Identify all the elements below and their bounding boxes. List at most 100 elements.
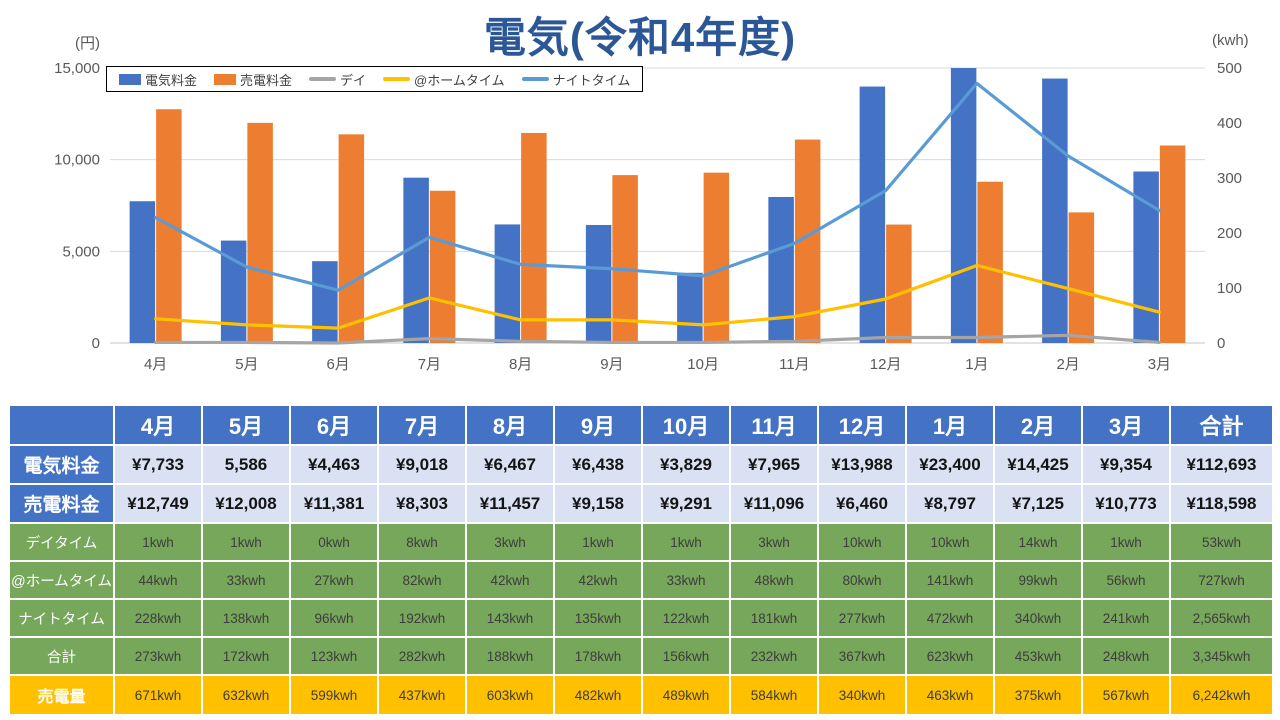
row-label: ナイトタイム <box>10 600 113 636</box>
table-row: 電気料金 ¥7,733 5,586 ¥4,463 ¥9,018 ¥6,467 ¥6,438 ¥… <box>10 446 1272 483</box>
bar-売電料金 <box>1159 145 1186 343</box>
bar-売電料金 <box>612 175 638 343</box>
left-axis-tick: 15,000 <box>54 60 100 77</box>
x-axis-label: 8月 <box>509 356 532 373</box>
left-axis-unit-label: (円) <box>75 35 100 52</box>
bar-電気料金 <box>950 68 977 343</box>
x-axis-label: 11月 <box>779 356 810 373</box>
table-cell: 489kwh <box>643 676 729 714</box>
bar-電気料金 <box>677 272 703 343</box>
table-cell: 96kwh <box>291 600 377 636</box>
table-cell: 44kwh <box>115 562 201 598</box>
table-cell: 122kwh <box>643 600 729 636</box>
bar-売電料金 <box>703 172 730 343</box>
table-header-row: 4月 5月 6月 7月 8月 9月 10月 11月 12月 1月 2月 3月 合計 <box>10 406 1272 444</box>
column-header: 12月 <box>819 406 905 444</box>
table-cell: 5,586 <box>203 446 289 483</box>
table-cell: ¥10,773 <box>1083 485 1169 522</box>
column-header: 5月 <box>203 406 289 444</box>
row-label: 電気料金 <box>10 446 113 483</box>
table-cell: 141kwh <box>907 562 993 598</box>
column-header: 合計 <box>1171 406 1272 444</box>
column-header: 3月 <box>1083 406 1169 444</box>
x-axis-label: 9月 <box>600 356 623 373</box>
bar-売電料金 <box>1068 212 1095 343</box>
x-axis-label: 4月 <box>144 356 167 373</box>
table-cell: ¥11,381 <box>291 485 377 522</box>
right-axis-tick: 400 <box>1217 115 1242 132</box>
table-row: 売電料金 ¥12,749 ¥12,008 ¥11,381 ¥8,303 ¥11,457 ¥9… <box>10 485 1272 522</box>
table-cell: ¥9,018 <box>379 446 465 483</box>
table-cell: ¥3,829 <box>643 446 729 483</box>
table-cell: ¥7,733 <box>115 446 201 483</box>
table-cell: 8kwh <box>379 524 465 560</box>
table-cell: 472kwh <box>907 600 993 636</box>
column-header: 6月 <box>291 406 377 444</box>
legend-item-デイ: デイ <box>309 70 366 89</box>
table-cell: 80kwh <box>819 562 905 598</box>
legend-bar-swatch-icon <box>119 73 141 85</box>
legend-item-電気料金: 電気料金 <box>119 70 197 89</box>
table-cell: 567kwh <box>1083 676 1169 714</box>
table-cell: 181kwh <box>731 600 817 636</box>
bar-電気料金 <box>768 196 794 343</box>
table-cell: ¥7,965 <box>731 446 817 483</box>
table-cell: 33kwh <box>203 562 289 598</box>
table-cell: 482kwh <box>555 676 641 714</box>
table-row: @ホームタイム 44kwh 33kwh 27kwh 82kwh 42kwh 42kwh 33k… <box>10 562 1272 598</box>
right-axis-tick: 0 <box>1217 335 1225 352</box>
table-cell: 135kwh <box>555 600 641 636</box>
left-axis-tick: 5,000 <box>62 243 100 260</box>
table-cell: ¥9,354 <box>1083 446 1169 483</box>
right-axis-tick: 500 <box>1217 60 1242 77</box>
bar-電気料金 <box>585 224 612 343</box>
legend-label: @ホームタイム <box>414 72 505 88</box>
table-cell: ¥6,460 <box>819 485 905 522</box>
bar-売電料金 <box>977 181 1003 343</box>
table-cell: 603kwh <box>467 676 553 714</box>
bar-電気料金 <box>1133 171 1159 343</box>
table-cell: 2,565kwh <box>1171 600 1272 636</box>
table-cell: 437kwh <box>379 676 465 714</box>
bar-電気料金 <box>403 177 429 343</box>
legend-line-swatch-icon <box>521 77 549 81</box>
table-cell: ¥4,463 <box>291 446 377 483</box>
x-axis-label: 2月 <box>1056 356 1079 373</box>
table-cell: 623kwh <box>907 638 993 674</box>
column-header: 2月 <box>995 406 1081 444</box>
table-cell: ¥8,303 <box>379 485 465 522</box>
table-cell: 375kwh <box>995 676 1081 714</box>
table-cell: 1kwh <box>203 524 289 560</box>
table-cell: ¥12,008 <box>203 485 289 522</box>
legend-label: デイ <box>340 72 367 88</box>
legend-item-ナイトタイム: ナイトタイム <box>521 70 630 89</box>
table-cell: 138kwh <box>203 600 289 636</box>
bar-売電料金 <box>886 224 912 343</box>
table-cell: 584kwh <box>731 676 817 714</box>
table-cell: ¥9,291 <box>643 485 729 522</box>
table-cell: ¥11,096 <box>731 485 817 522</box>
x-axis-label: 12月 <box>870 356 902 373</box>
bar-電気料金 <box>1042 78 1068 344</box>
table-cell: 3kwh <box>467 524 553 560</box>
column-header: 7月 <box>379 406 465 444</box>
line-@ホームタイム <box>154 263 1161 330</box>
legend-line-swatch-icon <box>309 77 337 81</box>
table-cell: ¥11,457 <box>467 485 553 522</box>
row-label: 売電料金 <box>10 485 113 522</box>
legend-bar-swatch-icon <box>214 73 237 85</box>
table-cell: 3,345kwh <box>1171 638 1272 674</box>
table-cell: 632kwh <box>203 676 289 714</box>
table-row: デイタイム 1kwh 1kwh 0kwh 8kwh 3kwh 1kwh 1kwh 3kwh 10k… <box>10 524 1272 560</box>
table-cell: 82kwh <box>379 562 465 598</box>
column-header: 11月 <box>731 406 817 444</box>
table-cell: 0kwh <box>291 524 377 560</box>
table-cell: 10kwh <box>819 524 905 560</box>
table-row: 売電量 671kwh 632kwh 599kwh 437kwh 603kwh 482kwh 4… <box>10 676 1272 714</box>
table-cell: 599kwh <box>291 676 377 714</box>
x-axis-label: 3月 <box>1148 356 1171 373</box>
legend-line-swatch-icon <box>383 77 411 81</box>
table-cell: 727kwh <box>1171 562 1272 598</box>
table-cell: 1kwh <box>643 524 729 560</box>
data-table: 4月 5月 6月 7月 8月 9月 10月 11月 12月 1月 2月 3月 合計 電気料金 ¥7,733 5… <box>8 404 1274 716</box>
